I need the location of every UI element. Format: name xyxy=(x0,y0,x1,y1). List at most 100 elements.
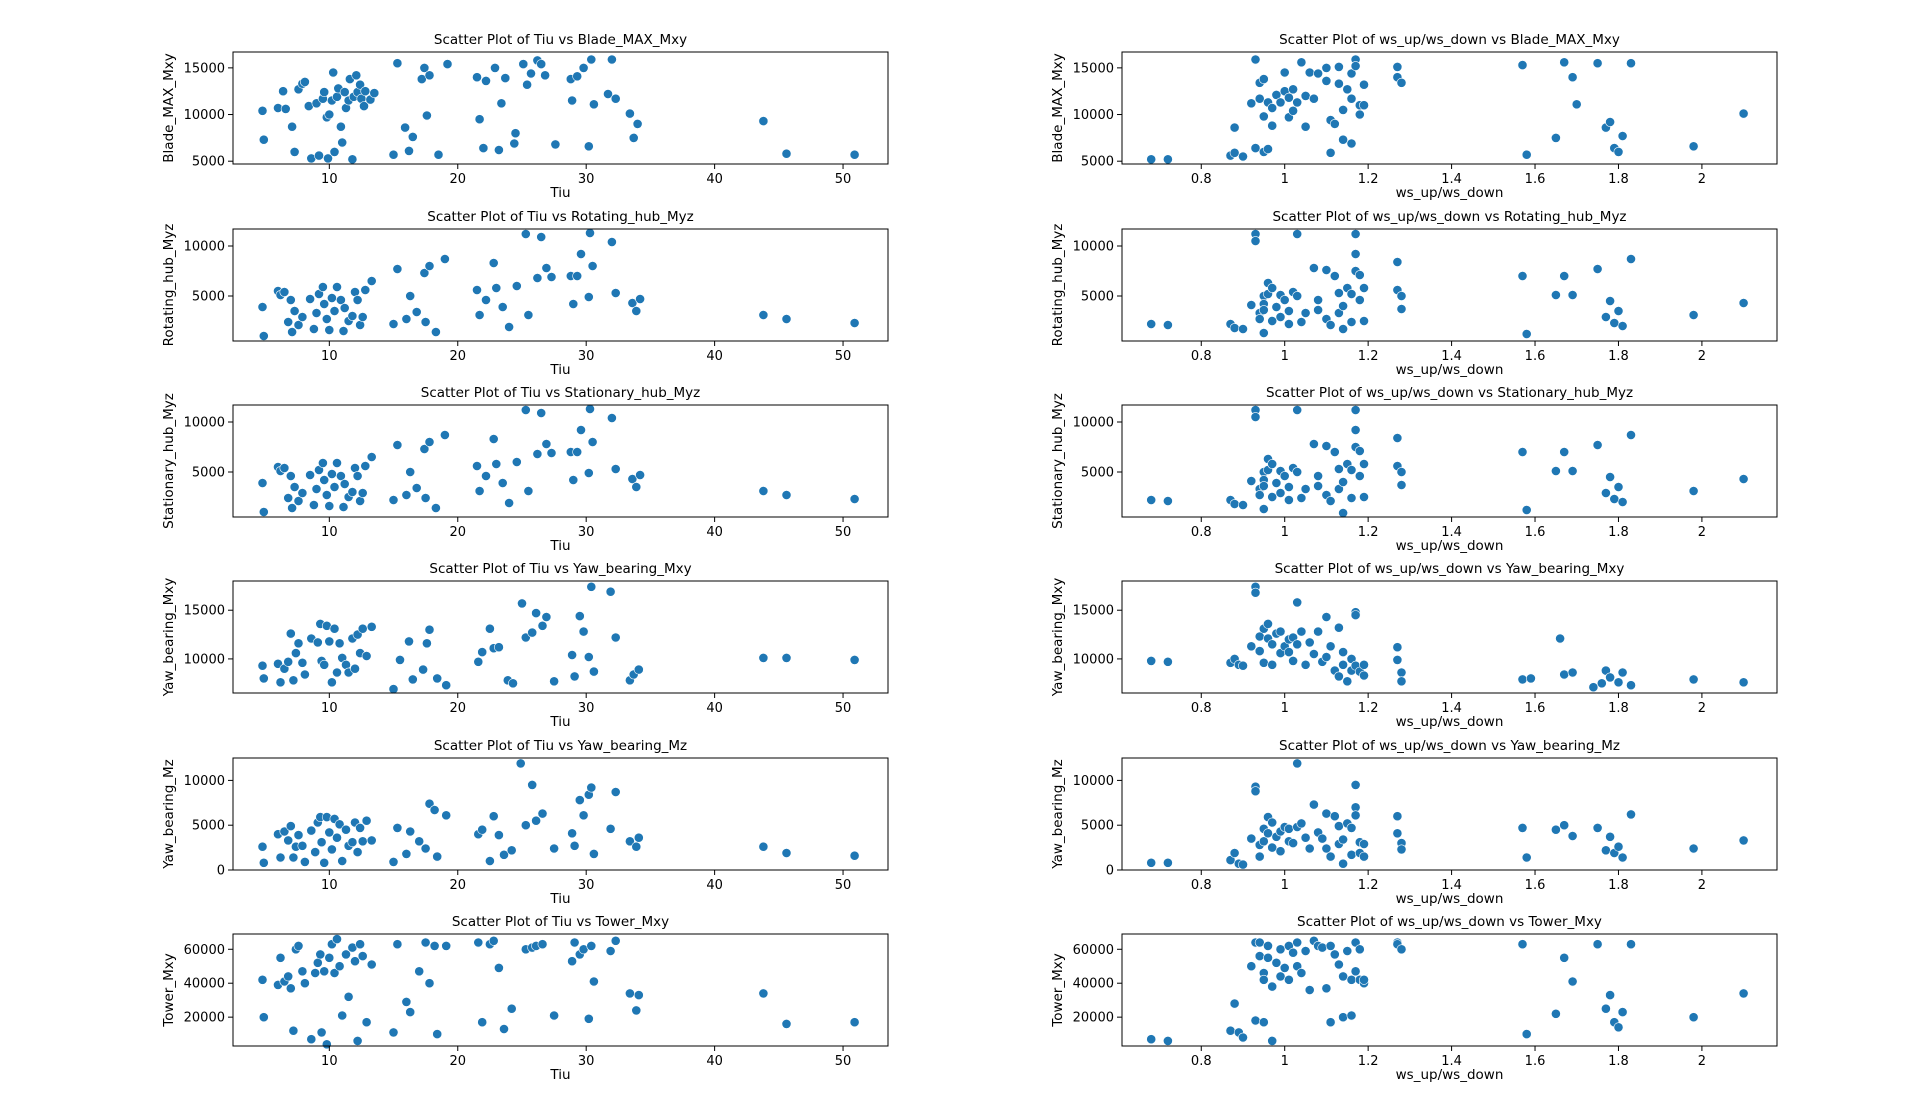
scatter-point xyxy=(1613,146,1624,157)
scatter-point xyxy=(1292,291,1303,301)
x-tick-label: 1.4 xyxy=(1441,1054,1462,1069)
x-tick-label: 40 xyxy=(706,172,723,187)
scatter-point xyxy=(1354,270,1365,280)
scatter-point xyxy=(583,1013,594,1024)
scatter-point xyxy=(1292,405,1303,415)
y-tick-label: 15000 xyxy=(184,604,225,619)
scatter-point xyxy=(299,857,310,867)
scatter-point xyxy=(589,666,599,677)
scatter-point xyxy=(572,447,583,457)
x-tick-label: 1 xyxy=(1281,701,1289,716)
scatter-point xyxy=(283,835,294,846)
scatter-point xyxy=(329,968,340,978)
scatter-point xyxy=(635,470,645,480)
scatter-point xyxy=(1238,151,1248,162)
scatter-point xyxy=(319,857,330,868)
scatter-point xyxy=(1300,659,1311,670)
scatter-point xyxy=(1258,1017,1269,1028)
scatter-point xyxy=(1146,656,1157,666)
scatter-point xyxy=(311,308,322,318)
scatter-point xyxy=(493,145,504,155)
x-tick-label: 2 xyxy=(1698,1054,1706,1069)
scatter-point xyxy=(1338,105,1348,115)
scatter-point xyxy=(405,826,416,837)
scatter-point xyxy=(1626,58,1636,69)
x-tick-label: 2 xyxy=(1698,701,1706,716)
scatter-point xyxy=(1254,490,1265,500)
scatter-point xyxy=(350,663,360,674)
scatter-point xyxy=(1229,848,1240,858)
scatter-point xyxy=(1338,858,1348,869)
chart-panel-4: Scatter Plot of ws_up/ws_down vs Rotatin… xyxy=(1050,209,1778,378)
chart-title: Scatter Plot of Tiu vs Rotating_hub_Myz xyxy=(427,209,693,225)
scatter-point xyxy=(1279,295,1290,305)
scatter-point xyxy=(781,653,792,663)
scatter-point xyxy=(312,637,323,648)
scatter-point xyxy=(1626,680,1636,691)
y-tick-label: 5000 xyxy=(192,290,225,305)
scatter-point xyxy=(312,957,323,968)
chart-panel-1: Scatter Plot of Tiu vs Blade_MAX_Mxy 10 20… xyxy=(161,32,889,201)
x-axis-label: Tiu xyxy=(549,185,570,201)
scatter-point xyxy=(1267,659,1278,670)
scatter-point xyxy=(1350,405,1361,415)
scatter-point xyxy=(1338,301,1348,311)
scatter-point xyxy=(1688,141,1699,152)
scatter-point xyxy=(1329,447,1340,457)
scatter-point xyxy=(1559,952,1570,963)
scatter-point xyxy=(1279,471,1290,481)
scatter-point xyxy=(472,285,482,295)
scatter-point xyxy=(627,298,638,308)
scatter-point xyxy=(506,1003,517,1014)
scatter-point xyxy=(477,824,488,835)
scatter-point xyxy=(605,586,616,597)
scatter-point xyxy=(420,937,431,948)
scatter-point xyxy=(1396,304,1407,314)
plot-frame xyxy=(232,404,889,518)
y-tick-label: 60000 xyxy=(1073,943,1114,958)
scatter-point xyxy=(287,121,297,132)
chart-panel-7: Scatter Plot of Tiu vs Yaw_bearing_Mxy 10… xyxy=(161,561,889,730)
scatter-point xyxy=(499,1024,509,1034)
x-axis-label: ws_up/ws_down xyxy=(1396,538,1504,554)
scatter-point xyxy=(361,1017,372,1028)
scatter-point xyxy=(1396,844,1407,855)
scatter-point xyxy=(607,413,617,423)
scatter-point xyxy=(329,306,340,316)
chart-panel-5: Scatter Plot of Tiu vs Stationary_hub_My… xyxy=(161,385,889,554)
scatter-point xyxy=(430,503,441,513)
scatter-point xyxy=(493,830,504,840)
plot-frame xyxy=(232,228,889,342)
scatter-point xyxy=(1146,154,1157,165)
scatter-point xyxy=(1617,667,1628,678)
scatter-point xyxy=(314,150,324,161)
scatter-point xyxy=(1559,669,1570,680)
scatter-point xyxy=(339,87,350,97)
scatter-point xyxy=(329,146,340,157)
scatter-point xyxy=(1163,857,1173,868)
scatter-point xyxy=(1688,486,1699,496)
scatter-point xyxy=(1626,939,1636,950)
x-tick-label: 1.2 xyxy=(1358,1054,1379,1069)
scatter-point xyxy=(419,268,430,278)
x-tick-label: 2 xyxy=(1698,349,1706,364)
scatter-point xyxy=(1238,324,1248,334)
scatter-point xyxy=(326,844,337,855)
x-tick-label: 10 xyxy=(321,1054,338,1069)
scatter-point xyxy=(537,939,548,950)
x-tick-label: 1 xyxy=(1281,1054,1289,1069)
scatter-point xyxy=(537,808,548,819)
chart-title: Scatter Plot of ws_up/ws_down vs Rotatin… xyxy=(1272,209,1626,225)
scatter-point xyxy=(531,608,541,618)
scatter-point xyxy=(1317,942,1328,953)
scatter-point xyxy=(306,1034,317,1045)
scatter-point xyxy=(1551,824,1561,835)
scatter-point xyxy=(1605,831,1615,842)
x-tick-label: 20 xyxy=(449,878,466,893)
scatter-point xyxy=(1396,667,1407,678)
scatter-point xyxy=(337,856,348,866)
scatter-point xyxy=(1342,84,1353,95)
scatter-point xyxy=(420,317,431,327)
scatter-point xyxy=(520,820,531,831)
scatter-point xyxy=(1342,946,1353,956)
